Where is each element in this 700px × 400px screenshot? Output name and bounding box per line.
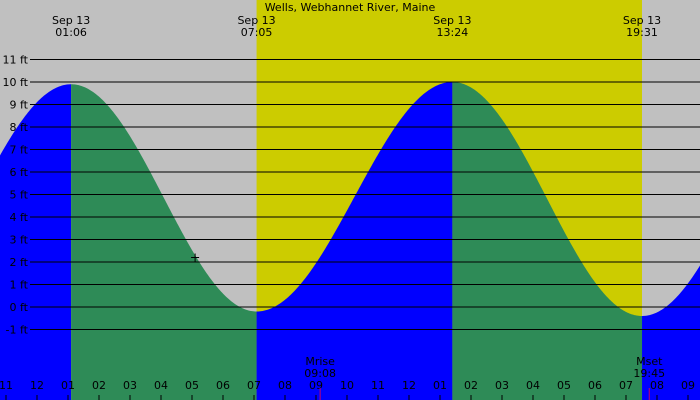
rising-tide-area <box>642 265 700 400</box>
x-tick-label: 08 <box>650 379 664 392</box>
y-tick-label: 2 ft <box>10 256 29 269</box>
x-tick-labels: 11 12 01 02 03 04 05 06 07 08 09 10 11 12 01 02 03 04 05 06… <box>0 379 695 400</box>
x-tick-label: 09 <box>309 379 323 392</box>
x-tick-label: 12 <box>30 379 44 392</box>
tide-date-label: Sep 13 <box>237 14 275 27</box>
x-tick-label: 10 <box>340 379 354 392</box>
y-tick-label: 3 ft <box>10 234 29 247</box>
y-tick-label: 10 ft <box>3 76 29 89</box>
tide-time-label: 01:06 <box>55 26 87 39</box>
rising-tide-area <box>256 82 453 400</box>
x-tick-label: 12 <box>402 379 416 392</box>
tide-date-label: Sep 13 <box>433 14 471 27</box>
y-tick-label: 5 ft <box>10 189 29 202</box>
x-tick-label: 04 <box>154 379 168 392</box>
moon-event-label: Mrise <box>305 355 335 368</box>
tide-area-layer <box>0 82 700 400</box>
x-tick-label: 11 <box>371 379 385 392</box>
x-tick-label: 06 <box>588 379 602 392</box>
gridlines-layer <box>30 59 700 330</box>
tide-date-label: Sep 13 <box>52 14 90 27</box>
x-tick-label: 09 <box>681 379 695 392</box>
y-tick-label: 11 ft <box>3 54 29 67</box>
x-tick-label: 08 <box>278 379 292 392</box>
tide-time-label: 13:24 <box>437 26 469 39</box>
y-tick-label: -1 ft <box>6 324 29 337</box>
tide-time-label: 19:31 <box>626 26 658 39</box>
x-tick-label: 03 <box>495 379 509 392</box>
x-tick-label: 07 <box>619 379 633 392</box>
x-tick-label: 05 <box>185 379 199 392</box>
moon-event-time: 19:45 <box>633 367 665 380</box>
y-tick-label: 7 ft <box>10 144 29 157</box>
y-tick-labels: -1 ft 0 ft 1 ft 2 ft 3 ft 4 ft 5 ft 6 ft 7 ft 8 f… <box>3 54 29 337</box>
falling-tide-area <box>71 84 257 400</box>
falling-tide-area <box>452 82 643 400</box>
y-tick-label: 9 ft <box>10 99 29 112</box>
x-tick-label: 07 <box>247 379 261 392</box>
tide-date-label: Sep 13 <box>623 14 661 27</box>
rising-tide-area <box>0 84 72 400</box>
y-tick-label: 1 ft <box>10 279 29 292</box>
x-tick-label: 03 <box>123 379 137 392</box>
y-tick-label: 4 ft <box>10 211 29 224</box>
x-tick-label: 02 <box>92 379 106 392</box>
chart-title: Wells, Webhannet River, Maine <box>265 1 436 14</box>
x-tick-label: 04 <box>526 379 540 392</box>
crosshair-marker <box>191 253 200 262</box>
x-tick-label: 01 <box>61 379 75 392</box>
x-tick-label: 02 <box>464 379 478 392</box>
moon-event-label: Mset <box>636 355 663 368</box>
x-tick-label: 05 <box>557 379 571 392</box>
y-tick-label: 6 ft <box>10 166 29 179</box>
moon-event-time: 09:08 <box>304 367 336 380</box>
x-tick-label: 01 <box>433 379 447 392</box>
tide-time-label: 07:05 <box>241 26 273 39</box>
x-tick-label: 06 <box>216 379 230 392</box>
y-tick-label: 8 ft <box>10 121 29 134</box>
x-tick-label: 11 <box>0 379 13 392</box>
y-tick-label: 0 ft <box>10 301 29 314</box>
